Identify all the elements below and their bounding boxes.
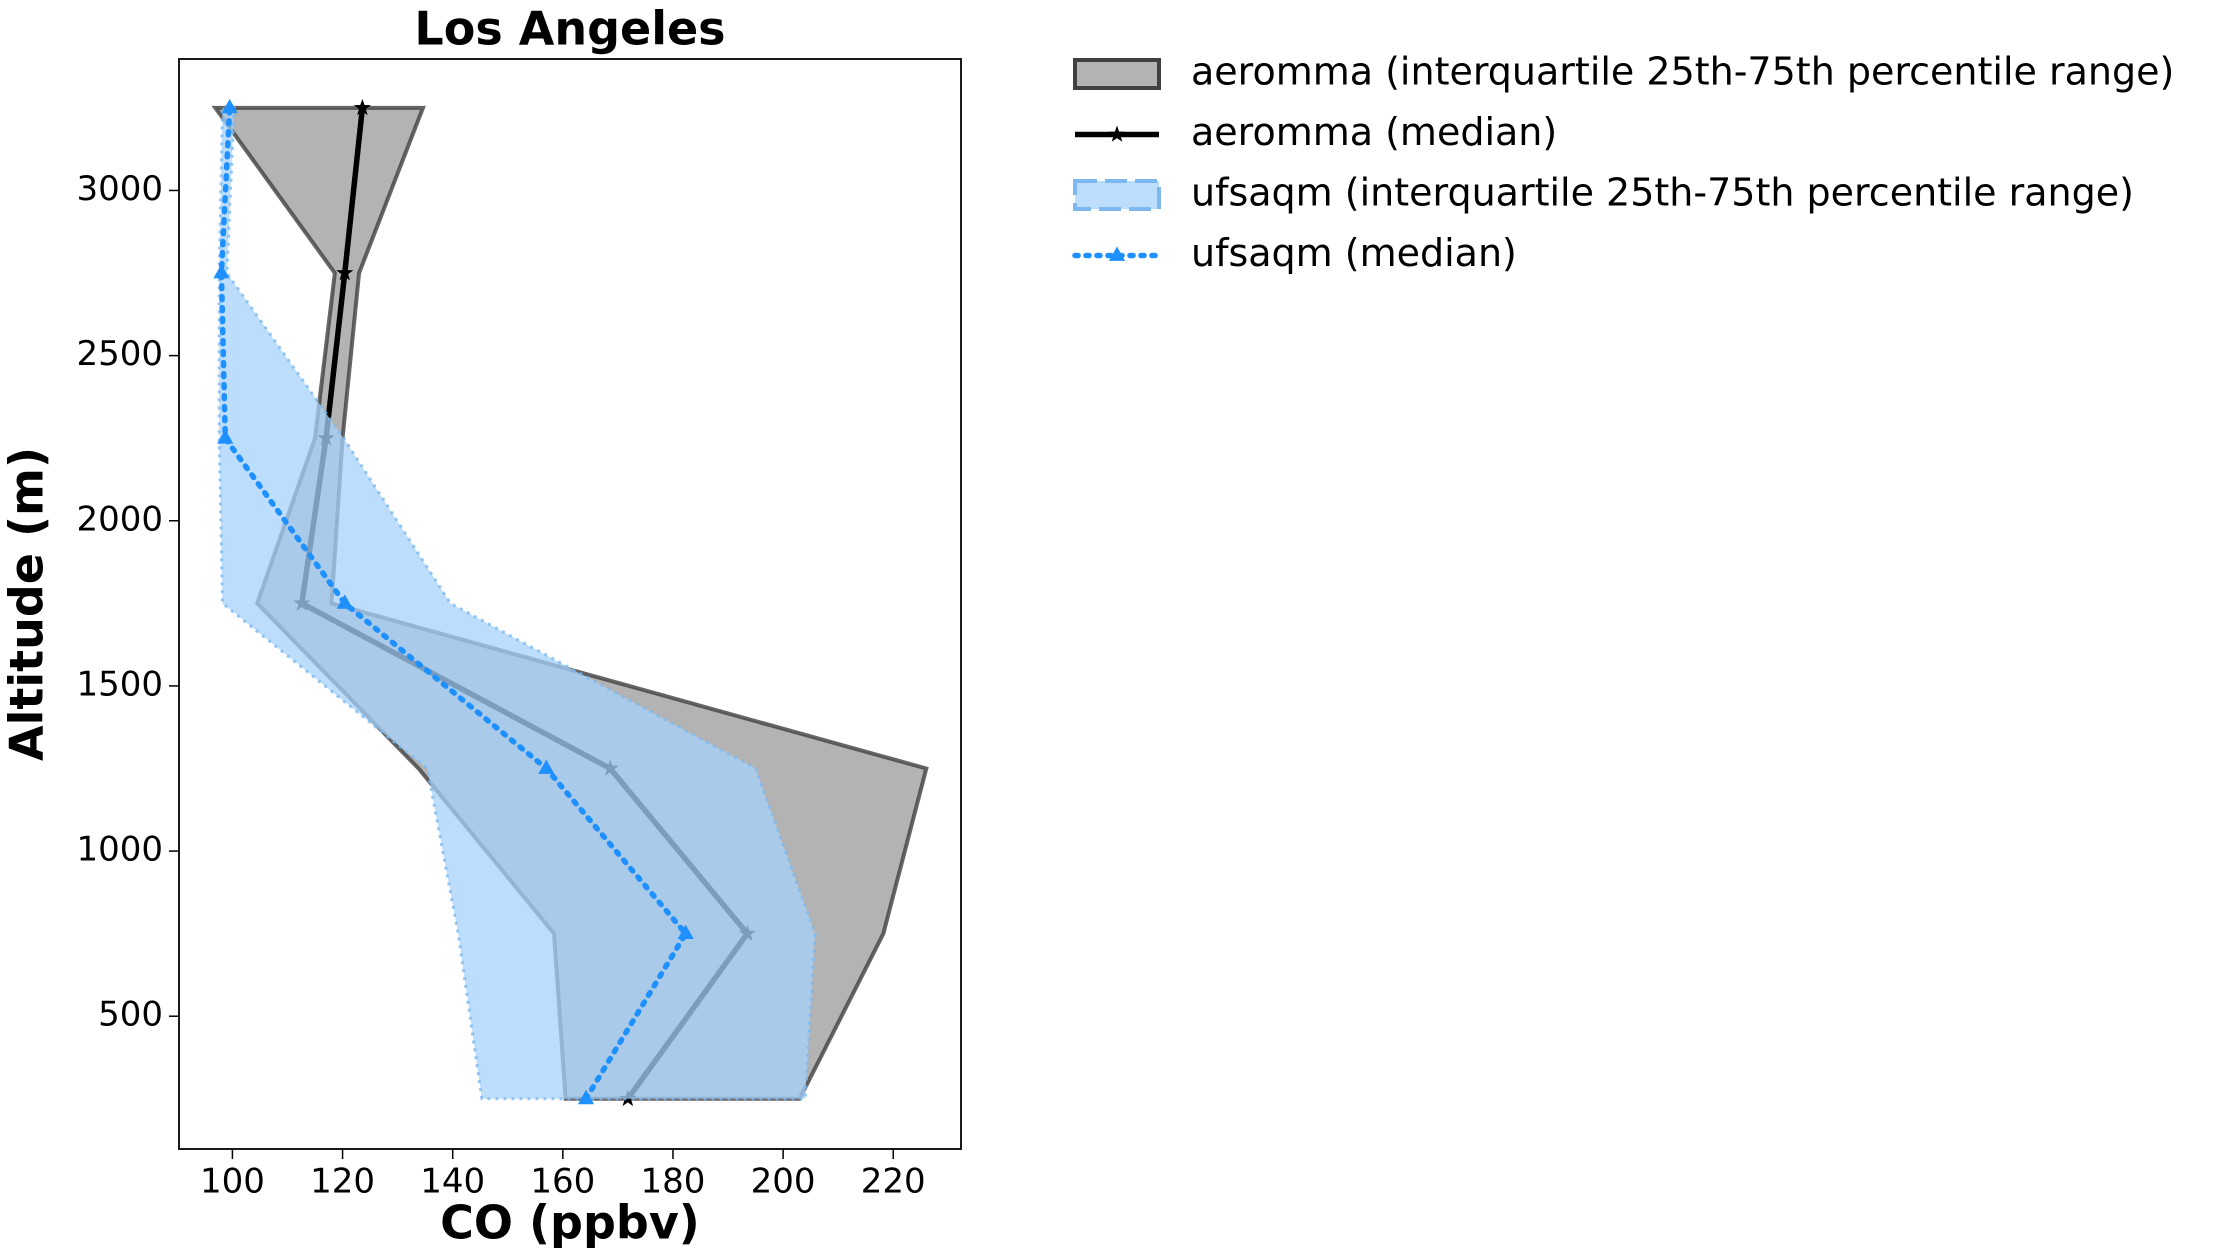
marker: [336, 264, 354, 281]
x-tick-label: 220: [861, 1162, 926, 1202]
y-tick-label: 2000: [76, 499, 163, 539]
legend-label: aeromma (median): [1191, 110, 1557, 154]
legend-label: ufsaqm (median): [1191, 231, 1517, 275]
legend-swatch: [1073, 179, 1161, 211]
marker: [353, 98, 371, 116]
y-tick-label: 500: [98, 995, 163, 1035]
y-tick-label: 2500: [76, 334, 163, 374]
chart-title: Los Angeles: [414, 2, 725, 56]
marker: [336, 594, 353, 609]
y-tick-label: 1000: [76, 830, 163, 870]
x-axis-label: CO (ppbv): [440, 1196, 700, 1250]
marker: [221, 98, 238, 114]
plot-frame: [178, 58, 962, 1150]
legend-label: ufsaqm (interquartile 25th-75th percenti…: [1191, 171, 2134, 215]
x-tick-label: 200: [751, 1162, 816, 1202]
legend-marker: [1108, 125, 1126, 142]
marker: [217, 429, 234, 444]
legend-swatch: [1073, 58, 1161, 90]
x-tick-label: 100: [200, 1162, 265, 1202]
x-tick-label: 160: [530, 1162, 595, 1202]
x-tick-label: 140: [420, 1162, 485, 1202]
y-tick-label: 3000: [76, 169, 163, 209]
y-axis-label: Altitude (m): [0, 447, 54, 761]
marker: [213, 264, 230, 279]
legend-marker: [1108, 246, 1126, 261]
legend-label: aeromma (interquartile 25th-75th percent…: [1191, 50, 2174, 94]
iqr-band: [217, 106, 817, 1101]
x-tick-label: 180: [641, 1162, 706, 1202]
marker: [538, 759, 555, 774]
x-tick-label: 120: [310, 1162, 375, 1202]
marker: [577, 1089, 595, 1105]
marker: [677, 924, 694, 940]
y-tick-label: 1500: [76, 664, 163, 704]
